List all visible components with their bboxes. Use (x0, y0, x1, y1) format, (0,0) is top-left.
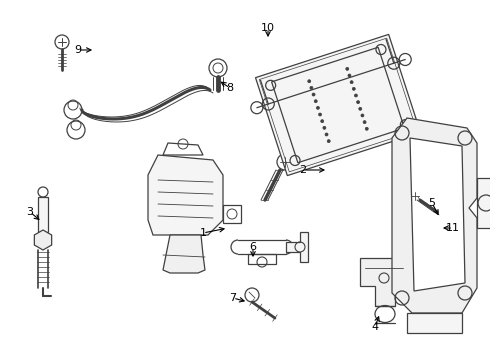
Polygon shape (360, 258, 408, 306)
Circle shape (359, 107, 362, 110)
Polygon shape (34, 230, 51, 250)
Circle shape (354, 94, 357, 97)
Polygon shape (410, 138, 465, 291)
Text: 3: 3 (26, 207, 33, 217)
Bar (38, 197, 48, 232)
Polygon shape (163, 235, 205, 273)
Circle shape (327, 140, 330, 143)
Circle shape (314, 100, 317, 103)
Circle shape (317, 106, 319, 109)
Circle shape (363, 121, 366, 123)
Polygon shape (148, 155, 223, 235)
Circle shape (357, 101, 360, 104)
Polygon shape (286, 232, 308, 262)
Circle shape (361, 114, 364, 117)
Text: 1: 1 (199, 228, 206, 238)
Circle shape (318, 113, 321, 116)
Polygon shape (392, 118, 477, 313)
Circle shape (325, 133, 328, 136)
Bar (407, 313, 462, 333)
Circle shape (346, 67, 349, 70)
Text: 8: 8 (226, 83, 234, 93)
Text: 10: 10 (261, 23, 275, 33)
Bar (223, 205, 241, 223)
Text: 11: 11 (446, 223, 460, 233)
Text: 4: 4 (371, 322, 379, 332)
Text: 2: 2 (299, 165, 307, 175)
Circle shape (348, 74, 351, 77)
Text: 9: 9 (74, 45, 81, 55)
Circle shape (321, 120, 324, 123)
Circle shape (310, 86, 313, 89)
Circle shape (323, 126, 326, 129)
Circle shape (365, 127, 368, 130)
Text: 6: 6 (249, 242, 256, 252)
Circle shape (308, 80, 311, 83)
Circle shape (312, 93, 315, 96)
Text: 5: 5 (428, 198, 436, 208)
Circle shape (350, 81, 353, 84)
Circle shape (352, 87, 355, 90)
Polygon shape (255, 35, 420, 176)
Bar (477, 178, 490, 228)
Bar (248, 254, 276, 264)
Text: 7: 7 (229, 293, 237, 303)
